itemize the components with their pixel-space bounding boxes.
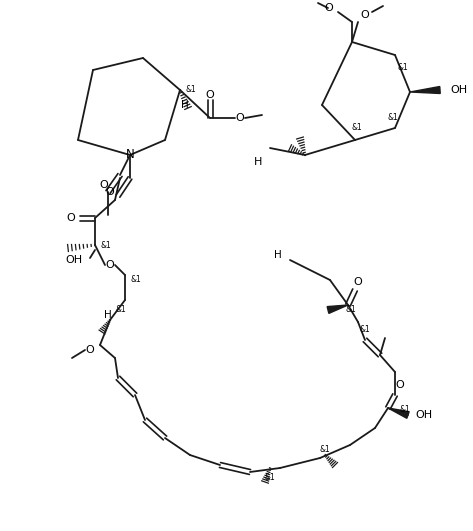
Text: &1: &1 [115,305,126,314]
Text: O: O [99,180,108,190]
Text: &1: &1 [352,124,363,133]
Text: O: O [105,260,114,270]
Text: &1: &1 [398,64,409,73]
Text: &1: &1 [185,85,196,95]
Text: H: H [274,250,282,260]
Text: O: O [354,277,362,287]
Text: O: O [86,345,95,355]
Text: OH: OH [415,410,432,420]
Text: O: O [395,380,404,390]
Text: H: H [104,310,112,320]
Text: O: O [360,10,369,20]
Text: OH: OH [450,85,467,95]
Text: OH: OH [65,255,82,265]
Polygon shape [388,408,409,418]
Text: &1: &1 [264,474,275,483]
Text: &1: &1 [100,241,111,250]
Polygon shape [410,87,440,93]
Text: &1: &1 [360,326,371,335]
Text: O: O [206,90,214,100]
Text: &1: &1 [388,114,399,123]
Text: O: O [105,187,114,197]
Text: H: H [181,100,189,110]
Text: N: N [126,149,134,161]
Text: &1: &1 [345,305,356,314]
Polygon shape [327,305,348,313]
Text: &1: &1 [400,406,411,415]
Text: O: O [236,113,245,123]
Text: O: O [324,3,333,13]
Text: &1: &1 [320,446,330,455]
Text: &1: &1 [130,276,141,285]
Text: H: H [254,157,262,167]
Text: O: O [66,213,75,223]
